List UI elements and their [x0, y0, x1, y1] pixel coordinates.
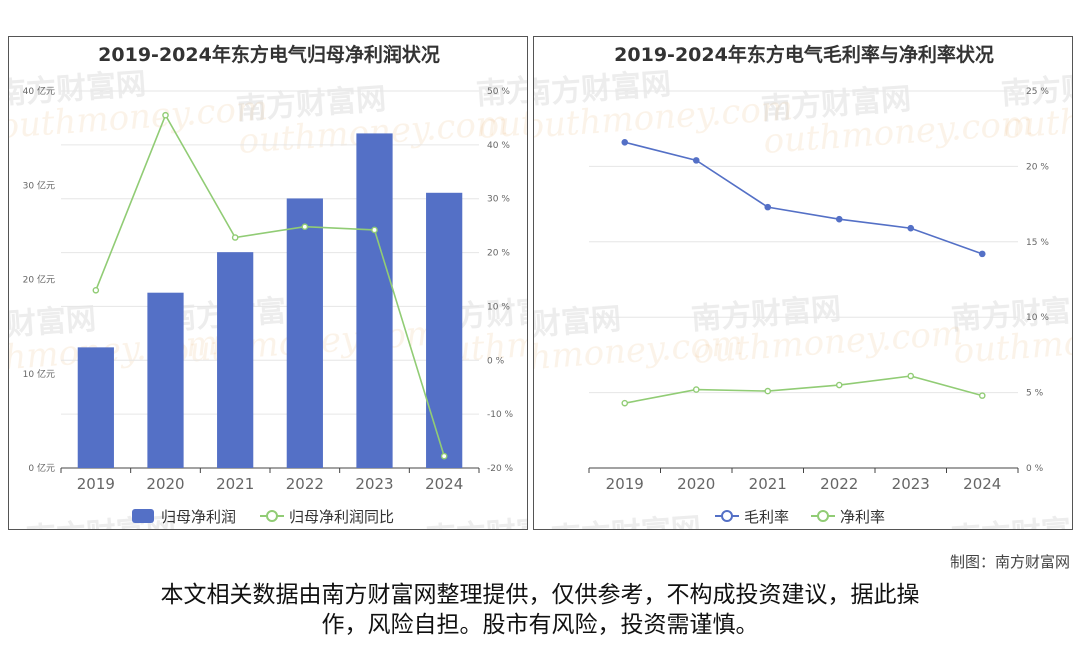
x-tick-label: 2019	[77, 475, 115, 493]
y-right-tick-label: 20 %	[1026, 162, 1049, 172]
y-left-tick-label: 30 亿元	[23, 179, 55, 191]
legend-label-毛利率: 毛利率	[744, 508, 789, 526]
point-归母净利润同比-2024	[440, 452, 448, 460]
x-tick-label: 2024	[963, 475, 1001, 493]
point-归母净利润同比-2019	[92, 286, 100, 294]
legend-swatch-marker-净利率	[817, 510, 829, 522]
profit-chart: 南方财富网outhmoney.com南方财富网outhmoney.com南方财富…	[9, 43, 528, 530]
point-净利率-2019	[621, 399, 629, 407]
x-tick-label: 2023	[355, 475, 393, 493]
y-right-tick-label: 15 %	[1026, 238, 1049, 248]
point-归母净利润同比-2023	[371, 226, 378, 234]
point-毛利率-2023	[907, 224, 915, 232]
point-净利率-2022	[835, 381, 843, 389]
y-left-tick-label: 0 亿元	[28, 462, 55, 474]
y-right-tick-label: 10 %	[487, 302, 510, 312]
x-tick-label: 2020	[677, 475, 715, 493]
y-right-tick-label: 0 %	[1026, 464, 1044, 474]
x-tick-label: 2020	[146, 475, 184, 493]
bar-2021	[217, 252, 254, 468]
watermark-cn: 南方财富网	[425, 512, 528, 530]
point-归母净利润同比-2022	[301, 223, 309, 231]
x-tick-label: 2022	[286, 475, 324, 493]
bar-2024	[426, 192, 463, 469]
point-归母净利润同比-2020	[162, 111, 169, 119]
y-right-tick-label: 5 %	[1026, 389, 1044, 399]
bar-2019	[77, 347, 114, 468]
x-tick-label: 2022	[820, 475, 858, 493]
chart-title: 2019-2024年东方电气归母净利润状况	[98, 43, 440, 66]
bar-2022	[286, 198, 323, 468]
series-line-归母净利润同比	[95, 113, 445, 457]
disclaimer-line-1: 本文相关数据由南方财富网整理提供，仅供参考，不构成投资建议，据此操	[160, 582, 920, 608]
series-line-毛利率	[624, 141, 983, 255]
chart-credit: 制图：南方财富网	[949, 553, 1070, 571]
watermark-cn: 南方财富网	[950, 512, 1073, 530]
y-left-tick-label: 40 亿元	[23, 85, 55, 97]
point-归母净利润同比-2021	[231, 234, 239, 241]
bar-2020	[147, 292, 184, 468]
x-tick-label: 2021	[216, 475, 254, 493]
watermark-cn: 南方财富网	[550, 512, 702, 530]
watermark-cn: 南方财富网	[25, 512, 177, 530]
y-right-tick-label: 0 %	[487, 356, 505, 366]
point-毛利率-2020	[692, 157, 700, 164]
x-tick-label: 2021	[749, 475, 787, 493]
y-right-tick-label: 25 %	[1026, 87, 1049, 97]
point-净利率-2020	[692, 386, 700, 393]
y-right-tick-label: -10 %	[487, 410, 514, 420]
legend-label-净利率: 净利率	[840, 508, 885, 526]
y-right-tick-label: 40 %	[487, 141, 510, 151]
y-right-tick-label: -20 %	[487, 464, 514, 474]
x-tick-label: 2019	[606, 475, 644, 493]
legend-label-归母净利润: 归母净利润	[161, 508, 236, 526]
y-left-tick-label: 10 亿元	[23, 368, 55, 380]
point-净利率-2023	[907, 372, 915, 380]
margin-chart: 南方财富网outhmoney.com南方财富网outhmoney.com南方财富…	[534, 43, 1073, 530]
point-净利率-2021	[764, 387, 772, 395]
chart-panel-margin: 南方财富网 outhmoney.com 南方财富网 outhmoney.com 南方财富…	[533, 36, 1073, 530]
series-line-净利率	[624, 375, 983, 404]
legend-swatch-marker-归母净利润同比	[266, 510, 278, 522]
bar-2023	[356, 133, 393, 468]
legend-swatch-归母净利润	[132, 509, 154, 523]
y-right-tick-label: 30 %	[487, 195, 510, 205]
point-毛利率-2024	[978, 250, 986, 258]
y-left-tick-label: 20 亿元	[23, 274, 55, 286]
point-净利率-2024	[978, 392, 986, 399]
x-tick-label: 2023	[892, 475, 930, 493]
legend-label-归母净利润同比: 归母净利润同比	[289, 508, 394, 526]
y-right-tick-label: 10 %	[1026, 313, 1049, 323]
y-right-tick-label: 20 %	[487, 249, 510, 259]
point-毛利率-2019	[621, 138, 629, 146]
point-毛利率-2022	[835, 215, 843, 223]
disclaimer: 本文相关数据由南方财富网整理提供，仅供参考，不构成投资建议，据此操 作，风险自担…	[40, 580, 1040, 640]
x-tick-label: 2024	[425, 475, 463, 493]
chart-title: 2019-2024年东方电气毛利率与净利率状况	[614, 43, 994, 66]
legend-swatch-marker-毛利率	[721, 510, 733, 522]
y-right-tick-label: 50 %	[487, 87, 510, 97]
chart-panel-profit: 南方财富网 outhmoney.com 南方财富网 outhmoney.com 南方财富…	[8, 36, 528, 530]
point-毛利率-2021	[764, 203, 772, 211]
disclaimer-line-2: 作，风险自担。股市有风险，投资需谨慎。	[321, 612, 759, 638]
